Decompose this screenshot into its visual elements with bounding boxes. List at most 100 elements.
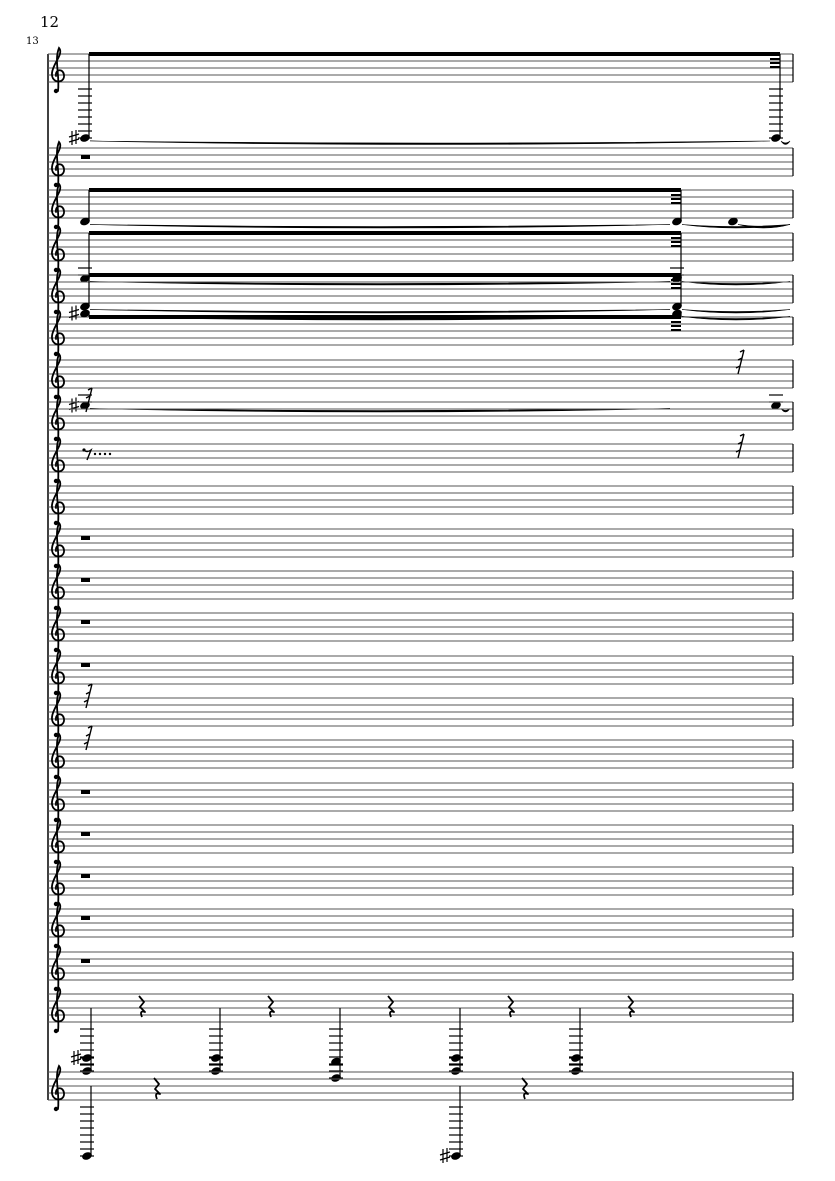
small-rest-icon bbox=[735, 349, 745, 375]
beam bbox=[671, 241, 681, 243]
treble-clef-icon bbox=[51, 182, 65, 228]
whole-rest-icon bbox=[81, 790, 90, 794]
tie bbox=[737, 224, 791, 229]
note-head bbox=[571, 1054, 581, 1062]
tie bbox=[89, 140, 771, 145]
page-number: 12 bbox=[40, 13, 60, 31]
beam bbox=[671, 198, 681, 200]
treble-clef-icon bbox=[51, 901, 65, 947]
quarter-rest-icon bbox=[387, 995, 395, 1018]
note-head bbox=[80, 274, 90, 283]
small-rest-icon bbox=[83, 683, 93, 709]
treble-clef-icon bbox=[51, 1064, 65, 1110]
whole-rest-icon bbox=[81, 874, 90, 878]
quarter-rest-icon bbox=[507, 995, 515, 1018]
treble-clef-icon bbox=[53, 732, 59, 738]
treble-clef-icon bbox=[51, 140, 65, 186]
treble-clef-icon bbox=[53, 267, 59, 273]
whole-rest-icon bbox=[81, 620, 90, 624]
beam bbox=[671, 329, 681, 331]
small-rest-icon bbox=[83, 387, 93, 413]
quarter-rest-icon bbox=[521, 1077, 529, 1100]
note-head bbox=[82, 1067, 92, 1075]
treble-clef-icon bbox=[53, 88, 59, 94]
tie bbox=[681, 316, 791, 321]
note-head bbox=[80, 134, 90, 142]
treble-clef-icon bbox=[53, 774, 59, 780]
tie bbox=[89, 309, 671, 314]
beam bbox=[671, 325, 681, 327]
treble-clef-icon bbox=[51, 605, 65, 651]
beam bbox=[671, 279, 681, 281]
whole-rest-icon bbox=[81, 155, 90, 159]
beam bbox=[89, 52, 780, 56]
beam bbox=[770, 58, 780, 60]
beam bbox=[671, 283, 681, 285]
beam bbox=[671, 194, 681, 196]
tie bbox=[681, 309, 791, 314]
treble-clef-icon bbox=[53, 986, 59, 992]
beam bbox=[770, 62, 780, 64]
treble-clef-icon bbox=[53, 394, 59, 400]
beam bbox=[89, 231, 681, 235]
treble-clef-icon bbox=[53, 817, 59, 823]
note-head bbox=[672, 217, 682, 226]
note-head bbox=[451, 1067, 461, 1075]
note-head bbox=[451, 1054, 461, 1062]
treble-clef-icon bbox=[53, 1106, 59, 1112]
beam bbox=[770, 66, 780, 68]
treble-clef-icon bbox=[53, 520, 59, 526]
treble-clef-icon bbox=[51, 46, 65, 92]
treble-clef-icon bbox=[51, 817, 65, 863]
treble-clef-icon bbox=[53, 1028, 59, 1034]
treble-clef-icon bbox=[51, 944, 65, 990]
quarter-rest-icon bbox=[267, 995, 275, 1018]
whole-rest-icon bbox=[81, 663, 90, 667]
small-rest-icon bbox=[83, 725, 93, 751]
note-head bbox=[211, 1054, 221, 1062]
treble-clef-icon bbox=[51, 563, 65, 609]
note-head bbox=[451, 1152, 461, 1160]
note-head bbox=[211, 1067, 221, 1075]
treble-clef-icon bbox=[53, 309, 59, 315]
treble-clef-icon bbox=[53, 859, 59, 865]
treble-clef-icon bbox=[51, 690, 65, 736]
note-head bbox=[331, 1057, 341, 1066]
beam bbox=[89, 188, 681, 192]
treble-clef-icon bbox=[53, 478, 59, 484]
treble-clef-icon bbox=[53, 436, 59, 442]
note-head bbox=[672, 309, 682, 318]
note-head bbox=[82, 1054, 92, 1062]
beam bbox=[671, 321, 681, 323]
sharp-icon bbox=[68, 397, 80, 413]
beam bbox=[89, 315, 681, 319]
beam bbox=[671, 287, 681, 289]
treble-clef-icon bbox=[53, 901, 59, 907]
treble-clef-icon bbox=[51, 436, 65, 482]
treble-clef-icon bbox=[51, 859, 65, 905]
augmentation-dot bbox=[98, 452, 102, 456]
treble-clef-icon bbox=[53, 563, 59, 569]
beam bbox=[671, 202, 681, 204]
treble-clef-icon bbox=[51, 309, 65, 355]
treble-clef-icon bbox=[51, 394, 65, 440]
quarter-rest-icon bbox=[627, 995, 635, 1018]
sharp-icon bbox=[68, 130, 80, 145]
whole-rest-icon bbox=[81, 832, 90, 836]
note-head bbox=[82, 1152, 92, 1160]
sharp-icon bbox=[439, 1148, 451, 1163]
whole-rest-icon bbox=[81, 916, 90, 920]
measure-number: 13 bbox=[26, 36, 39, 47]
note-head bbox=[80, 302, 90, 311]
note-head bbox=[331, 1074, 341, 1082]
treble-clef-icon bbox=[53, 605, 59, 611]
treble-clef-icon bbox=[51, 352, 65, 398]
quarter-rest-icon bbox=[138, 995, 146, 1018]
augmentation-dot bbox=[103, 452, 107, 456]
note-head bbox=[771, 134, 781, 142]
note-head bbox=[728, 217, 738, 226]
treble-clef-icon bbox=[53, 943, 59, 949]
treble-clef-icon bbox=[51, 775, 65, 821]
beam bbox=[671, 245, 681, 247]
note-head bbox=[571, 1067, 581, 1075]
